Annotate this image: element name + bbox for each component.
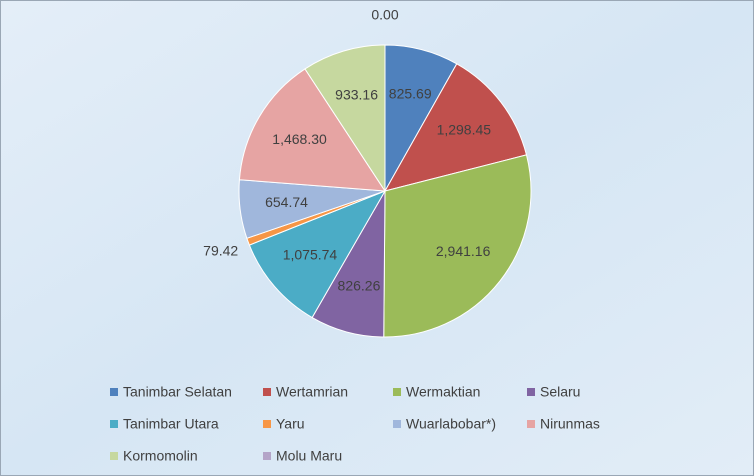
data-label: 0.00 xyxy=(371,7,398,23)
data-label: 825.69 xyxy=(389,86,432,102)
data-label: 826.26 xyxy=(338,278,381,294)
legend-swatch xyxy=(393,388,401,396)
legend-label: Tanimbar Utara xyxy=(123,416,219,432)
legend-label: Selaru xyxy=(540,384,580,400)
pie-slice xyxy=(383,63,528,192)
pie-slice xyxy=(383,154,532,338)
data-label: 2,941.16 xyxy=(436,243,491,259)
legend-label: Wertamrian xyxy=(276,384,348,400)
data-label: 79.42 xyxy=(203,243,238,259)
legend-swatch xyxy=(263,420,271,428)
legend-swatch xyxy=(263,388,271,396)
legend-label: Wermaktian xyxy=(406,384,480,400)
legend-label: Molu Maru xyxy=(276,448,342,464)
data-label: 933.16 xyxy=(335,87,378,103)
legend-label: Kormomolin xyxy=(123,448,198,464)
legend-label: Nirunmas xyxy=(540,416,600,432)
legend-swatch xyxy=(393,420,401,428)
legend-swatch xyxy=(527,420,535,428)
legend-swatch xyxy=(110,452,118,460)
legend-swatch xyxy=(110,388,118,396)
pie-slice xyxy=(304,44,386,193)
legend-swatch xyxy=(263,452,271,460)
legend-swatch xyxy=(527,388,535,396)
legend-label: Tanimbar Selatan xyxy=(123,384,232,400)
legend-label: Wuarlabobar*) xyxy=(406,416,496,432)
pie-slice xyxy=(238,68,386,192)
data-label: 1,075.74 xyxy=(283,247,338,263)
data-label: 654.74 xyxy=(265,194,308,210)
data-label: 1,468.30 xyxy=(272,131,327,147)
data-label: 1,298.45 xyxy=(437,121,492,137)
legend-swatch xyxy=(110,420,118,428)
legend-label: Yaru xyxy=(276,416,305,432)
pie-slice xyxy=(248,190,387,319)
